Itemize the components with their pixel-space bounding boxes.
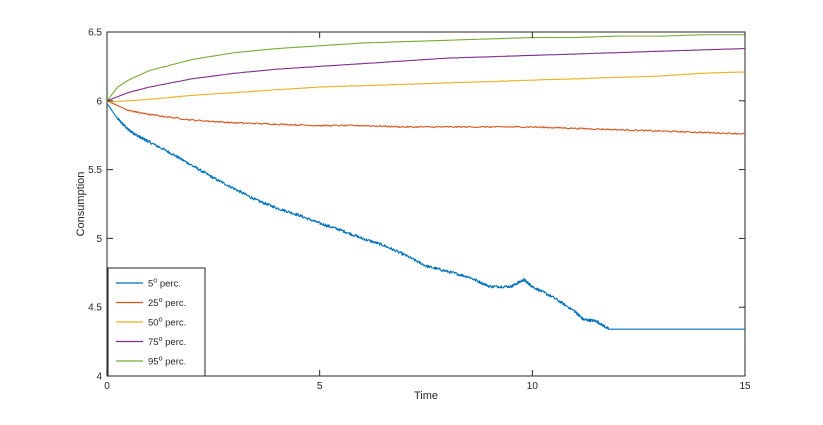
- y-tick-label: 4.5: [88, 303, 102, 314]
- y-tick-label: 4: [96, 372, 102, 383]
- x-axis-label: Time: [414, 390, 438, 402]
- x-tick-label: 5: [317, 381, 323, 392]
- axis-ticks: 0 5 10 15 4 4.5 5 5.5 6 6.5: [88, 28, 751, 393]
- series-line-75: [106, 47, 746, 102]
- x-tick-label: 15: [739, 381, 751, 392]
- x-tick-label: 0: [104, 381, 110, 392]
- series-line-5: [106, 103, 745, 330]
- y-axis-label: Consumption: [75, 172, 87, 237]
- series-line-50: [106, 71, 746, 103]
- legend-label: 50o perc.: [148, 317, 186, 329]
- y-tick-label: 5.5: [88, 165, 102, 176]
- series-line-95: [106, 34, 745, 102]
- y-tick-label: 6: [96, 96, 102, 107]
- series-layer: [106, 34, 746, 330]
- legend-label: 25o perc.: [148, 297, 186, 309]
- legend-label: 75o perc.: [148, 336, 186, 348]
- series-line-25: [106, 100, 746, 135]
- x-tick-label: 10: [527, 381, 539, 392]
- y-tick-label: 6.5: [88, 28, 102, 39]
- legend-label: 95o perc.: [148, 356, 186, 368]
- legend: 5o perc. 25o perc. 50o perc. 75o perc. 95o p…: [107, 267, 206, 377]
- legend-label: 5o perc.: [148, 278, 181, 290]
- plot-area-frame: [106, 31, 746, 377]
- y-tick-label: 5: [96, 234, 102, 245]
